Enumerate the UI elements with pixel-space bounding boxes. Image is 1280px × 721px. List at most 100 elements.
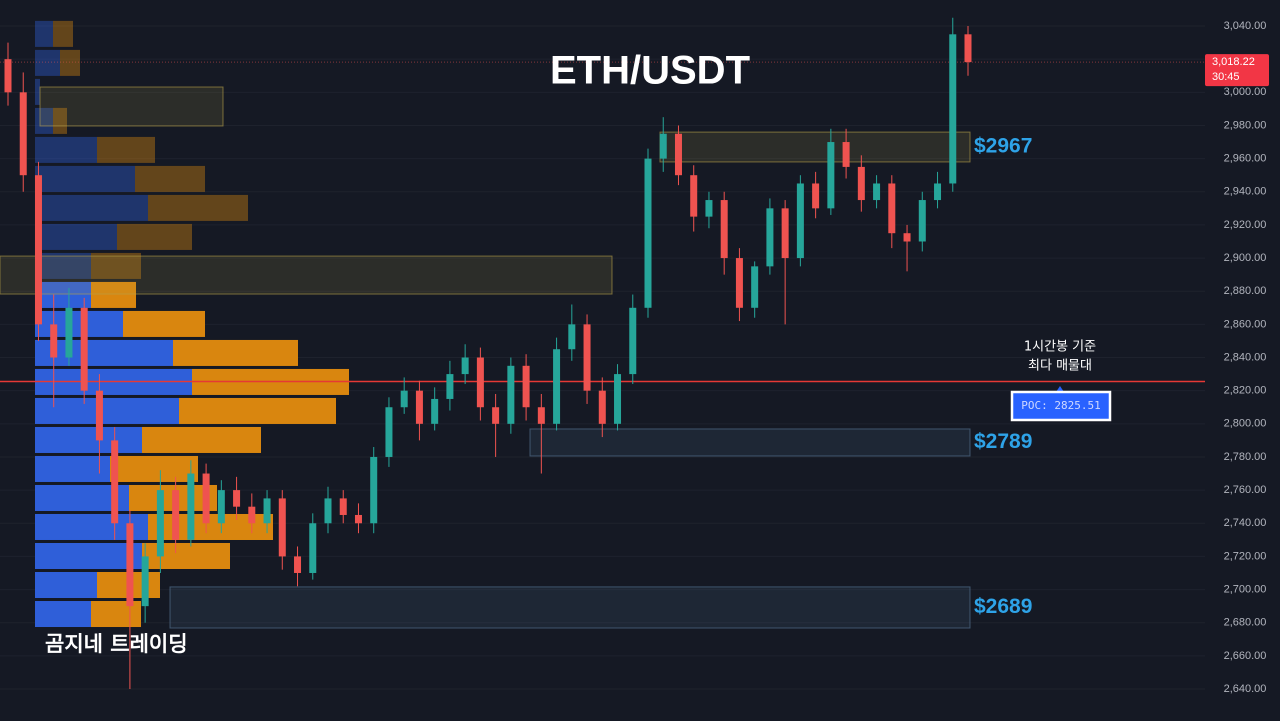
y-tick-label: 3,040.00 bbox=[1224, 20, 1267, 32]
profile-buy bbox=[35, 339, 173, 366]
candle-body bbox=[415, 390, 423, 424]
poc-label: POC: 2825.51 bbox=[1021, 399, 1100, 412]
candle-body bbox=[720, 200, 728, 259]
zone bbox=[169, 586, 971, 629]
profile-buy bbox=[35, 252, 91, 279]
y-tick-label: 2,940.00 bbox=[1224, 186, 1267, 198]
candle-body bbox=[857, 166, 865, 201]
candle-body bbox=[842, 142, 850, 167]
candle-body bbox=[735, 258, 743, 308]
profile-buy bbox=[35, 78, 40, 105]
candle-body bbox=[339, 498, 347, 515]
candle-body bbox=[522, 365, 530, 408]
y-tick-label: 2,980.00 bbox=[1224, 119, 1267, 131]
candle-body bbox=[95, 390, 103, 441]
candle-body bbox=[903, 233, 911, 242]
candle-body bbox=[233, 490, 241, 507]
candle-body bbox=[507, 365, 515, 424]
candle-body bbox=[278, 498, 286, 557]
candle-body bbox=[751, 266, 759, 308]
profile-buy bbox=[35, 49, 60, 76]
candle-body bbox=[248, 506, 256, 524]
profile-buy bbox=[35, 601, 91, 628]
y-tick-label: 2,840.00 bbox=[1224, 351, 1267, 363]
candle-body bbox=[34, 175, 42, 325]
candle-body bbox=[141, 556, 149, 607]
candle-body bbox=[370, 456, 378, 524]
candle-body bbox=[705, 200, 713, 217]
profile-buy bbox=[35, 310, 123, 337]
candle-body bbox=[385, 407, 393, 457]
candle-body bbox=[766, 208, 774, 267]
candle-body bbox=[156, 490, 164, 557]
annotation: 1시간봉 기준 bbox=[1024, 340, 1096, 355]
profile-buy bbox=[35, 281, 91, 308]
profile-sell bbox=[97, 136, 155, 163]
candle-body bbox=[202, 473, 210, 524]
candle-body bbox=[461, 357, 469, 375]
candle-body bbox=[492, 407, 500, 424]
profile-buy bbox=[35, 194, 148, 221]
profile-buy bbox=[35, 136, 97, 163]
candle-body bbox=[50, 324, 58, 358]
candle-body bbox=[888, 183, 896, 234]
last-price-label: 3,018.22 bbox=[1212, 56, 1255, 68]
profile-sell bbox=[117, 223, 192, 250]
zone bbox=[0, 255, 613, 295]
candle-body bbox=[537, 407, 545, 424]
profile-sell bbox=[91, 281, 136, 308]
profile-buy bbox=[35, 165, 135, 192]
zone-label: $2967 bbox=[974, 135, 1032, 158]
last-price-tag bbox=[1205, 54, 1269, 87]
profile-buy bbox=[35, 572, 97, 599]
candle-body bbox=[187, 473, 195, 540]
candle-body bbox=[400, 390, 408, 408]
profile-sell bbox=[110, 455, 198, 482]
watermark: 곰지네 트레이딩 bbox=[45, 632, 188, 656]
profile-sell bbox=[173, 339, 298, 366]
zone-label: $2789 bbox=[974, 430, 1032, 453]
zone-label: $2689 bbox=[974, 595, 1032, 618]
candle-body bbox=[598, 390, 606, 424]
candle-body bbox=[614, 374, 622, 424]
profile-buy bbox=[35, 455, 110, 482]
countdown: 30:45 bbox=[1212, 71, 1240, 83]
candle-body bbox=[644, 158, 652, 308]
profile-sell bbox=[142, 426, 261, 453]
candle-body bbox=[294, 556, 302, 573]
y-tick-label: 2,740.00 bbox=[1224, 517, 1267, 529]
profile-sell bbox=[91, 252, 141, 279]
y-tick-label: 2,960.00 bbox=[1224, 153, 1267, 165]
candle-body bbox=[568, 324, 576, 350]
candle-body bbox=[354, 514, 362, 524]
candle-body bbox=[659, 133, 667, 159]
y-tick-label: 2,860.00 bbox=[1224, 318, 1267, 330]
candle-body bbox=[263, 498, 271, 524]
profile-sell bbox=[179, 397, 336, 424]
candle-body bbox=[690, 175, 698, 217]
y-tick-label: 2,820.00 bbox=[1224, 385, 1267, 397]
y-tick-label: 2,880.00 bbox=[1224, 285, 1267, 297]
y-tick-label: 2,800.00 bbox=[1224, 418, 1267, 430]
profile-sell bbox=[123, 310, 205, 337]
candle-body bbox=[918, 200, 926, 242]
y-tick-label: 2,640.00 bbox=[1224, 683, 1267, 695]
candle-body bbox=[629, 307, 637, 375]
candle-body bbox=[19, 92, 27, 176]
candle-body bbox=[111, 440, 119, 524]
poc-pointer bbox=[1056, 386, 1064, 392]
y-tick-label: 2,920.00 bbox=[1224, 219, 1267, 231]
candle-body bbox=[812, 183, 820, 209]
zone bbox=[659, 131, 971, 163]
profile-buy bbox=[35, 426, 142, 453]
profile-sell bbox=[142, 542, 230, 570]
y-tick-label: 2,700.00 bbox=[1224, 583, 1267, 595]
y-tick-label: 3,000.00 bbox=[1224, 86, 1267, 98]
candle-body bbox=[781, 208, 789, 259]
candle-body bbox=[553, 349, 561, 424]
candle-body bbox=[964, 34, 972, 63]
candle-body bbox=[80, 307, 88, 391]
